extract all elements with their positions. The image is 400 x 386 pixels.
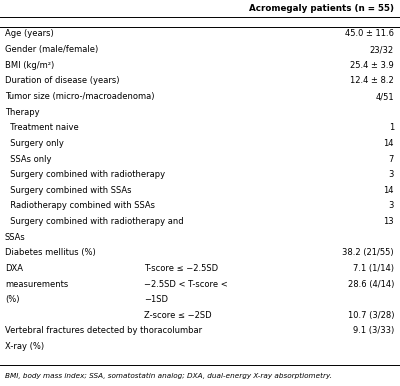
Text: Z-score ≤ −2SD: Z-score ≤ −2SD <box>144 311 212 320</box>
Text: (%): (%) <box>5 295 19 304</box>
Text: BMI, body mass index; SSA, somatostatin analog; DXA, dual-energy X-ray absorptio: BMI, body mass index; SSA, somatostatin … <box>5 373 332 379</box>
Text: 7.1 (1/14): 7.1 (1/14) <box>353 264 394 273</box>
Text: SSAs: SSAs <box>5 233 26 242</box>
Text: DXA: DXA <box>5 264 23 273</box>
Text: 9.1 (3/33): 9.1 (3/33) <box>353 327 394 335</box>
Text: 14: 14 <box>384 186 394 195</box>
Text: 1: 1 <box>389 123 394 132</box>
Text: 25.4 ± 3.9: 25.4 ± 3.9 <box>350 61 394 70</box>
Text: Vertebral fractures detected by thoracolumbar: Vertebral fractures detected by thoracol… <box>5 327 202 335</box>
Text: SSAs only: SSAs only <box>5 154 51 164</box>
Text: 10.7 (3/28): 10.7 (3/28) <box>348 311 394 320</box>
Text: Surgery combined with radiotherapy: Surgery combined with radiotherapy <box>5 170 165 179</box>
Text: 4/51: 4/51 <box>375 92 394 101</box>
Text: 3: 3 <box>389 170 394 179</box>
Text: 38.2 (21/55): 38.2 (21/55) <box>342 248 394 257</box>
Text: −1SD: −1SD <box>144 295 168 304</box>
Text: T-score ≤ −2.5SD: T-score ≤ −2.5SD <box>144 264 218 273</box>
Text: 7: 7 <box>389 154 394 164</box>
Text: Gender (male/female): Gender (male/female) <box>5 45 98 54</box>
Text: Surgery combined with SSAs: Surgery combined with SSAs <box>5 186 131 195</box>
Text: Radiotherapy combined with SSAs: Radiotherapy combined with SSAs <box>5 201 155 210</box>
Text: BMI (kg/m²): BMI (kg/m²) <box>5 61 54 70</box>
Text: 13: 13 <box>383 217 394 226</box>
Text: Diabetes mellitus (%): Diabetes mellitus (%) <box>5 248 96 257</box>
Text: 23/32: 23/32 <box>370 45 394 54</box>
Text: measurements: measurements <box>5 279 68 289</box>
Text: 12.4 ± 8.2: 12.4 ± 8.2 <box>350 76 394 85</box>
Text: Acromegaly patients (n = 55): Acromegaly patients (n = 55) <box>249 4 394 13</box>
Text: X-ray (%): X-ray (%) <box>5 342 44 351</box>
Text: Duration of disease (years): Duration of disease (years) <box>5 76 119 85</box>
Text: −2.5SD < T-score <: −2.5SD < T-score < <box>144 279 228 289</box>
Text: Age (years): Age (years) <box>5 29 54 39</box>
Text: Tumor size (micro-/macroadenoma): Tumor size (micro-/macroadenoma) <box>5 92 154 101</box>
Text: Surgery combined with radiotherapy and: Surgery combined with radiotherapy and <box>5 217 184 226</box>
Text: 14: 14 <box>384 139 394 148</box>
Text: Treatment naive: Treatment naive <box>5 123 78 132</box>
Text: 3: 3 <box>389 201 394 210</box>
Text: 28.6 (4/14): 28.6 (4/14) <box>348 279 394 289</box>
Text: Therapy: Therapy <box>5 108 40 117</box>
Text: 45.0 ± 11.6: 45.0 ± 11.6 <box>345 29 394 39</box>
Text: Surgery only: Surgery only <box>5 139 64 148</box>
